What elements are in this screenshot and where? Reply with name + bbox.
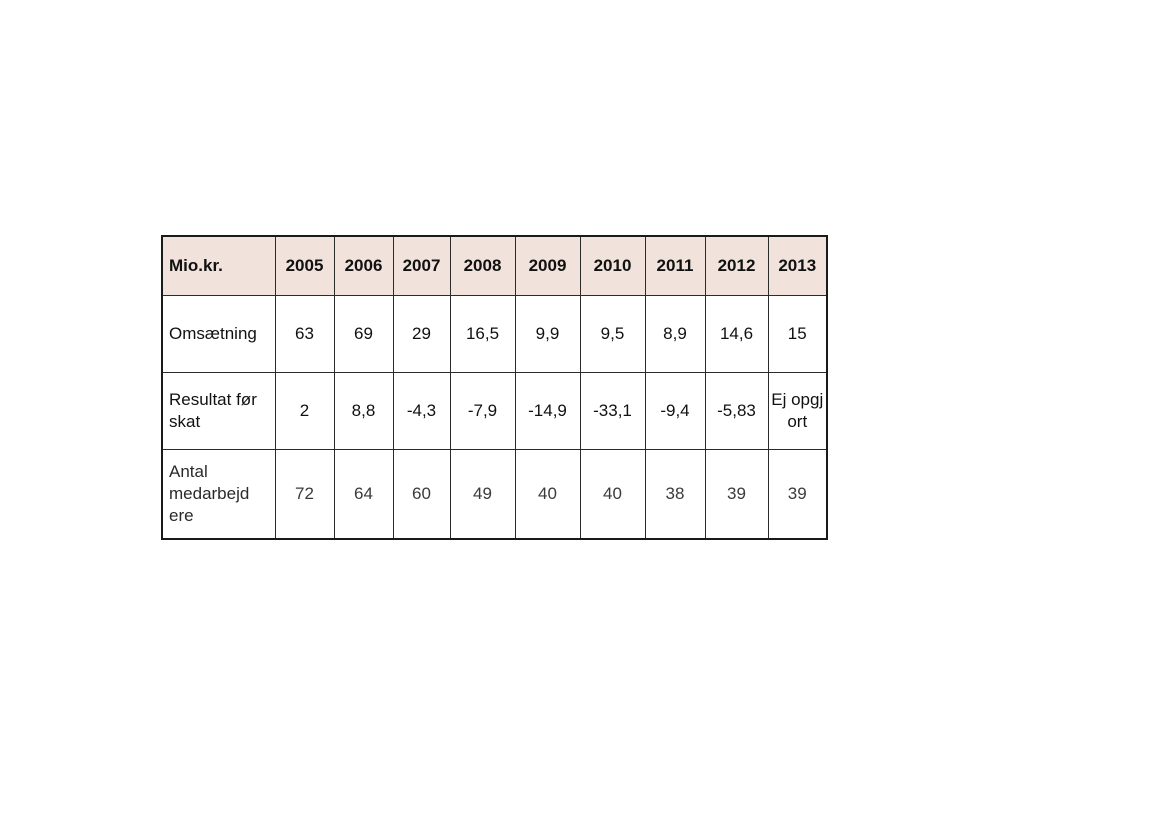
year-header: 2009 [514,235,581,296]
table-cell: 69 [333,295,394,373]
row-label: Omsætning [161,295,276,373]
year-header: 2008 [449,235,516,296]
table-cell: 39 [704,449,769,540]
table-cell: 15 [767,295,828,373]
row-label: Resultat før skat [161,372,276,450]
table-cell: 8,9 [644,295,706,373]
table-row-resultat: Resultat før skat 2 8,8 -4,3 -7,9 -14,9 … [161,372,828,450]
table-row-omsaetning: Omsætning 63 69 29 16,5 9,9 9,5 8,9 14,6… [161,295,828,373]
table-cell: 9,9 [514,295,581,373]
table-cell: 60 [392,449,451,540]
table-cell: 39 [767,449,828,540]
header-row: Mio.kr. 2005 2006 2007 2008 2009 2010 20… [161,235,828,296]
table-cell: 9,5 [579,295,646,373]
financial-table-container: Mio.kr. 2005 2006 2007 2008 2009 2010 20… [161,235,828,540]
table-cell: 40 [579,449,646,540]
table-cell: 40 [514,449,581,540]
table-cell: -4,3 [392,372,451,450]
table-cell: 38 [644,449,706,540]
year-header: 2012 [704,235,769,296]
year-header: 2011 [644,235,706,296]
table-cell: -7,9 [449,372,516,450]
year-header: 2010 [579,235,646,296]
year-header: 2007 [392,235,451,296]
table-cell: 14,6 [704,295,769,373]
header-corner-label: Mio.kr. [161,235,276,296]
financial-table: Mio.kr. 2005 2006 2007 2008 2009 2010 20… [161,235,828,540]
table-cell: Ej opgj ort [767,372,828,450]
table-cell: -5,83 [704,372,769,450]
year-header: 2005 [274,235,335,296]
table-cell: 29 [392,295,451,373]
table-cell: 72 [274,449,335,540]
table-cell: 63 [274,295,335,373]
year-header: 2013 [767,235,828,296]
table-cell: 16,5 [449,295,516,373]
table-cell: 49 [449,449,516,540]
table-cell: 8,8 [333,372,394,450]
table-row-antal-medarbejdere: Antal medarbejd ere 72 64 60 49 40 40 38… [161,449,828,540]
table-cell: 2 [274,372,335,450]
table-cell: -9,4 [644,372,706,450]
row-label: Antal medarbejd ere [161,449,276,540]
table-cell: 64 [333,449,394,540]
table-cell: -14,9 [514,372,581,450]
year-header: 2006 [333,235,394,296]
table-cell: -33,1 [579,372,646,450]
